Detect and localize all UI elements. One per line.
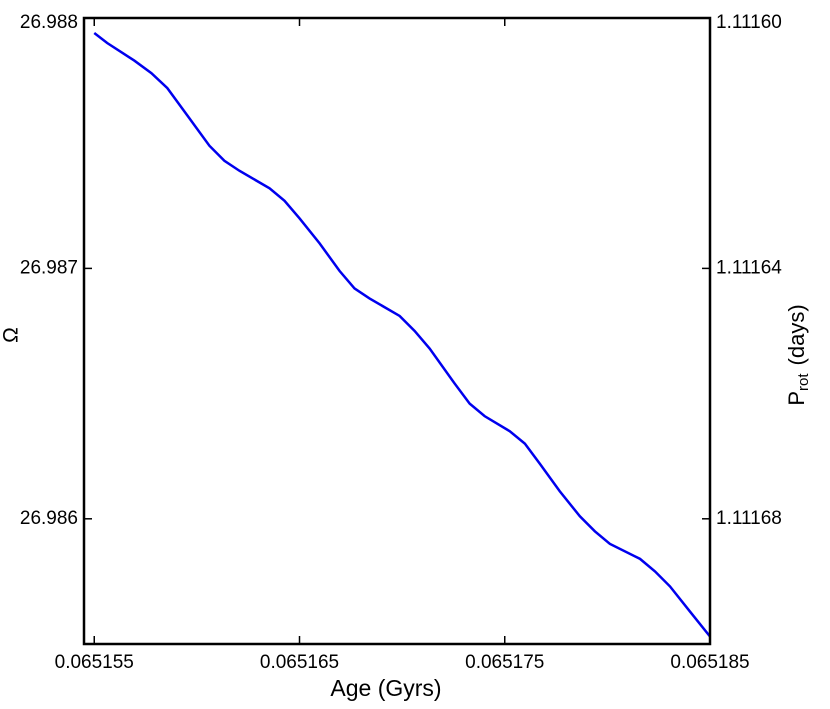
y-tick-label: 26.987 [20, 257, 78, 278]
x-tick-label: 0.065175 [465, 652, 544, 673]
x-axis-label: Age (Gyrs) [330, 675, 441, 701]
y-tick-label: 26.988 [20, 12, 78, 33]
y2-tick-label: 1.11160 [716, 12, 782, 33]
x-tick-label: 0.065165 [260, 652, 339, 673]
y2-label-sub: rot [795, 373, 812, 391]
y-tick-label: 26.986 [20, 508, 78, 529]
data-line [93, 32, 711, 638]
y2-tick-label: 1.11168 [716, 508, 782, 529]
y2-label-main: P [784, 391, 809, 406]
y2-tick-label: 1.11164 [716, 257, 782, 278]
y2-label-rest: (days) [784, 304, 809, 365]
y2-axis-label: Prot (days) [784, 304, 812, 405]
y-axis-label: Ω [0, 327, 23, 343]
x-tick-label: 0.065185 [670, 652, 749, 673]
x-tick-label: 0.065155 [55, 652, 134, 673]
plot-frame [82, 16, 712, 646]
